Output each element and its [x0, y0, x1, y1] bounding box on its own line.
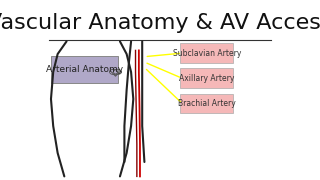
Text: Vascular Anatomy & AV Access: Vascular Anatomy & AV Access	[0, 13, 320, 33]
Text: Arterial Anatomy: Arterial Anatomy	[46, 65, 123, 74]
FancyBboxPatch shape	[51, 56, 118, 83]
Text: Axillary Artery: Axillary Artery	[179, 74, 235, 83]
FancyBboxPatch shape	[180, 43, 233, 63]
Text: Brachial Artery: Brachial Artery	[178, 99, 236, 108]
FancyBboxPatch shape	[180, 68, 233, 88]
FancyBboxPatch shape	[180, 94, 233, 113]
Text: Subclavian Artery: Subclavian Artery	[172, 49, 241, 58]
